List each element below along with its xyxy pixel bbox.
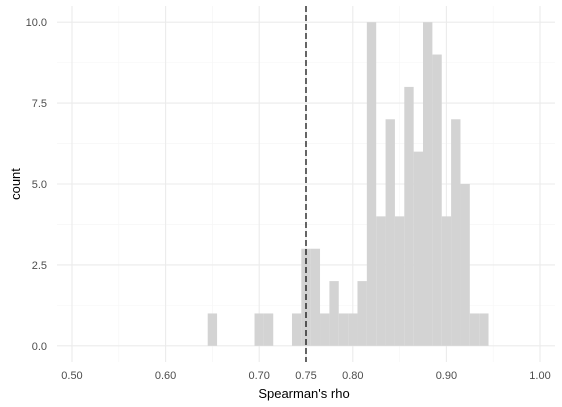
histogram-bar [357,281,367,346]
histogram-bar [310,248,321,346]
histogram-bar [451,119,461,346]
x-tick-label: 0.70 [248,370,269,382]
x-axis-title: Spearman's rho [258,386,349,401]
histogram-bar [263,313,274,346]
x-tick-label: 0.90 [436,370,457,382]
histogram-bar [329,281,339,346]
y-tick-label: 0.0 [32,341,47,353]
x-tick-label: 0.60 [155,370,176,382]
y-tick-label: 2.5 [32,260,47,272]
histogram-bar [460,184,470,346]
histogram-bar [320,313,330,346]
histogram-bar [423,22,433,346]
x-tick-labels: 0.50 0.60 0.70 0.75 0.80 0.90 1.00 [61,370,550,382]
histogram-bar [413,151,424,346]
y-tick-label: 7.5 [32,98,47,110]
y-axis-title: count [8,168,23,200]
histogram-bar [376,216,386,346]
histogram-bar [441,216,452,346]
histogram-bar [338,313,349,346]
histogram-bar [348,313,358,346]
histogram-bar [479,313,489,346]
x-tick-label: 0.75 [295,370,316,382]
y-tick-labels: 0.0 2.5 5.0 7.5 10.0 [26,17,47,353]
bars [207,22,489,346]
histogram-bar [291,313,302,346]
y-tick-label: 10.0 [26,17,47,29]
histogram-bar [385,119,395,346]
histogram-bar [394,216,405,346]
histogram-bar [469,313,480,346]
y-tick-label: 5.0 [32,179,47,191]
histogram-bar [254,313,264,346]
x-tick-label: 0.80 [342,370,363,382]
histogram-bar [432,54,442,346]
histogram-bar [366,22,377,346]
x-tick-label: 1.00 [529,370,550,382]
histogram-bar [404,86,414,346]
histogram-bar [207,313,218,346]
x-tick-label: 0.50 [61,370,82,382]
